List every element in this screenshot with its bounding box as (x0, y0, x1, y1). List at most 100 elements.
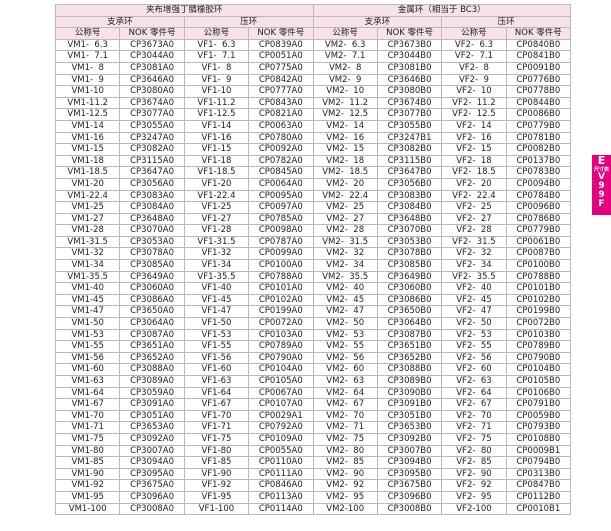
nominal-size: VF1- 7.1 (183, 50, 250, 63)
part-number: CP3096B0 (376, 490, 443, 504)
table-row: VM1-12.5 CP3077A0 VF1-12.5 CP0821A0 VM2- 12.… (54, 108, 572, 121)
part-number: CP3080B0 (376, 85, 443, 98)
part-number: CP0029A1 (248, 409, 314, 423)
part-number: CP3653A0 (119, 421, 185, 434)
part-number: CP3094B0 (376, 456, 443, 469)
nominal-size: VF1-10 (183, 85, 250, 98)
part-number: CP0783B0 (505, 166, 572, 179)
part-number: CP3070B0 (376, 224, 443, 237)
part-number: CP0100B0 (505, 259, 572, 272)
part-number: CP3007B0 (376, 444, 443, 458)
table-row: VM1-100 CP3008A0 VF1-100 CP0114A0 VM2-100 CP3… (54, 502, 572, 516)
part-number: CP3044B0 (376, 50, 443, 63)
nominal-size: VM2- 56 (312, 351, 378, 365)
nominal-size: VF1-90 (183, 467, 250, 481)
nominal-size: VF2- 45 (441, 293, 507, 307)
nominal-size: VF2- 40 (441, 282, 507, 295)
nominal-size: VM2- 34 (312, 259, 378, 272)
part-number: CP3651B0 (376, 340, 443, 353)
part-number: CP3007A0 (119, 444, 185, 458)
part-number: CP3088A0 (119, 363, 185, 376)
nominal-size: VM2- 90 (312, 467, 378, 481)
part-number: CP3648A0 (119, 212, 185, 226)
part-number: CP0137B0 (505, 154, 572, 168)
nominal-size: VF2- 18.5 (441, 166, 507, 179)
nominal-size: VM2- 9 (312, 73, 378, 87)
part-number: CP3115A0 (119, 154, 185, 168)
part-number: CP3653B0 (376, 421, 443, 434)
nominal-size: VF2- 11.2 (441, 96, 507, 110)
part-number: CP0104A0 (248, 363, 314, 376)
nominal-size: VM2- 25 (312, 201, 378, 214)
nominal-size: VM2- 6.3 (312, 38, 378, 52)
nominal-size: VF2- 25 (441, 201, 507, 214)
part-number: CP0842A0 (248, 73, 314, 87)
nominal-size: VM2- 28 (312, 224, 378, 237)
nominal-size: VF2- 15 (441, 143, 507, 156)
part-number: CP0778B0 (505, 85, 572, 98)
part-number: CP3084A0 (119, 201, 185, 214)
part-number: CP0112B0 (505, 490, 572, 504)
part-number: CP0107A0 (248, 398, 314, 411)
nominal-size: VF2- 90 (441, 467, 507, 481)
nominal-size: VM2- 75 (312, 432, 378, 446)
part-number: CP3650A0 (119, 305, 185, 319)
column-header: NOK 零件号 (248, 27, 314, 40)
part-number: CP0840B0 (505, 38, 572, 52)
table-row: VM1- 8 CP3081A0 VF1- 8 CP0775A0 VM2- 8 CP3081… (54, 61, 572, 75)
nominal-size: VM1-60 (54, 363, 121, 376)
part-number: CP3652B0 (376, 351, 443, 365)
part-number: CP0790B0 (505, 351, 572, 365)
nominal-size: VF1-63 (183, 375, 250, 388)
part-number: CP3092B0 (376, 432, 443, 446)
nominal-size: VF1-53 (183, 328, 250, 342)
nominal-size: VM1-10 (54, 85, 121, 98)
part-number: CP3077B0 (376, 108, 443, 121)
part-number: CP0789B0 (505, 340, 572, 353)
part-number: CP0091B0 (505, 61, 572, 75)
part-number: CP0099A0 (248, 247, 314, 261)
nominal-size: VM2- 14 (312, 119, 378, 133)
part-number: CP3077A0 (119, 108, 185, 121)
table-row: VM1- 9 CP3646A0 VF1- 9 CP0842A0 VM2- 9 CP3646… (54, 73, 572, 87)
part-number: CP0779B0 (505, 119, 572, 133)
part-number: CP0105B0 (505, 375, 572, 388)
nominal-size: VF1-18 (183, 154, 250, 168)
part-number: CP3646B0 (376, 73, 443, 87)
table-row: VM1-90 CP3095A0 VF1-90 CP0111A0 VM2- 90 CP309… (54, 467, 572, 481)
nominal-size: VM1-64 (54, 386, 121, 400)
nominal-size: VF1-67 (183, 398, 250, 411)
part-number: CP0101A0 (248, 282, 314, 295)
part-number: CP3070A0 (119, 224, 185, 237)
nominal-size: VF1-34 (183, 259, 250, 272)
table-row: VM1-75 CP3092A0 VF1-75 CP0109A0 VM2- 75 CP309… (54, 432, 572, 446)
part-number: CP0108B0 (505, 432, 572, 446)
part-number: CP0788B0 (505, 270, 572, 284)
nominal-size: VM1-47 (54, 305, 121, 319)
nominal-size: VF2- 22.4 (441, 189, 507, 203)
nominal-size: VM2- 60 (312, 363, 378, 376)
table-row: VM1-53 CP3087A0 VF1-53 CP0103A0 VM2- 53 CP308… (54, 328, 572, 342)
nominal-size: VM1-100 (54, 502, 121, 516)
nominal-size: VM1-55 (54, 340, 121, 353)
part-number: CP0072A0 (248, 317, 314, 330)
nominal-size: VF1-11.2 (183, 96, 250, 110)
part-number: CP3055B0 (376, 119, 443, 133)
part-number: CP3086B0 (376, 293, 443, 307)
nominal-size: VM1-35.5 (54, 270, 121, 284)
part-number: CP0114A0 (248, 502, 314, 516)
part-number: CP3673B0 (376, 38, 443, 52)
nominal-size: VF2- 47 (441, 305, 507, 319)
table-row: VM1-47 CP3650A0 VF1-47 CP0199A0 VM2- 47 CP365… (54, 305, 572, 319)
nominal-size: VM1-34 (54, 259, 121, 272)
part-number: CP3056B0 (376, 177, 443, 191)
table-row: VM1-56 CP3652A0 VF1-56 CP0790A0 VM2- 56 CP365… (54, 351, 572, 365)
table-row: VM1-22.4 CP3083A0 VF1-22.4 CP0095A0 VM2- 22.… (54, 189, 572, 203)
nominal-size: VM2- 95 (312, 490, 378, 504)
nominal-size: VM1- 8 (54, 61, 121, 75)
part-number: CP3082B0 (376, 143, 443, 156)
nominal-size: VF1-32 (183, 247, 250, 261)
part-number: CP3675A0 (119, 479, 185, 492)
nominal-size: VF1-50 (183, 317, 250, 330)
section-tab: E 尺寸表 V99F (592, 155, 611, 215)
